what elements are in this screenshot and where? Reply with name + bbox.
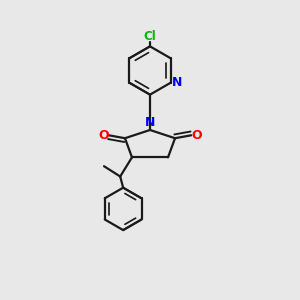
Text: N: N	[145, 116, 155, 129]
Text: O: O	[191, 129, 202, 142]
Text: O: O	[98, 129, 109, 142]
Text: Cl: Cl	[144, 30, 156, 44]
Text: N: N	[172, 76, 183, 89]
